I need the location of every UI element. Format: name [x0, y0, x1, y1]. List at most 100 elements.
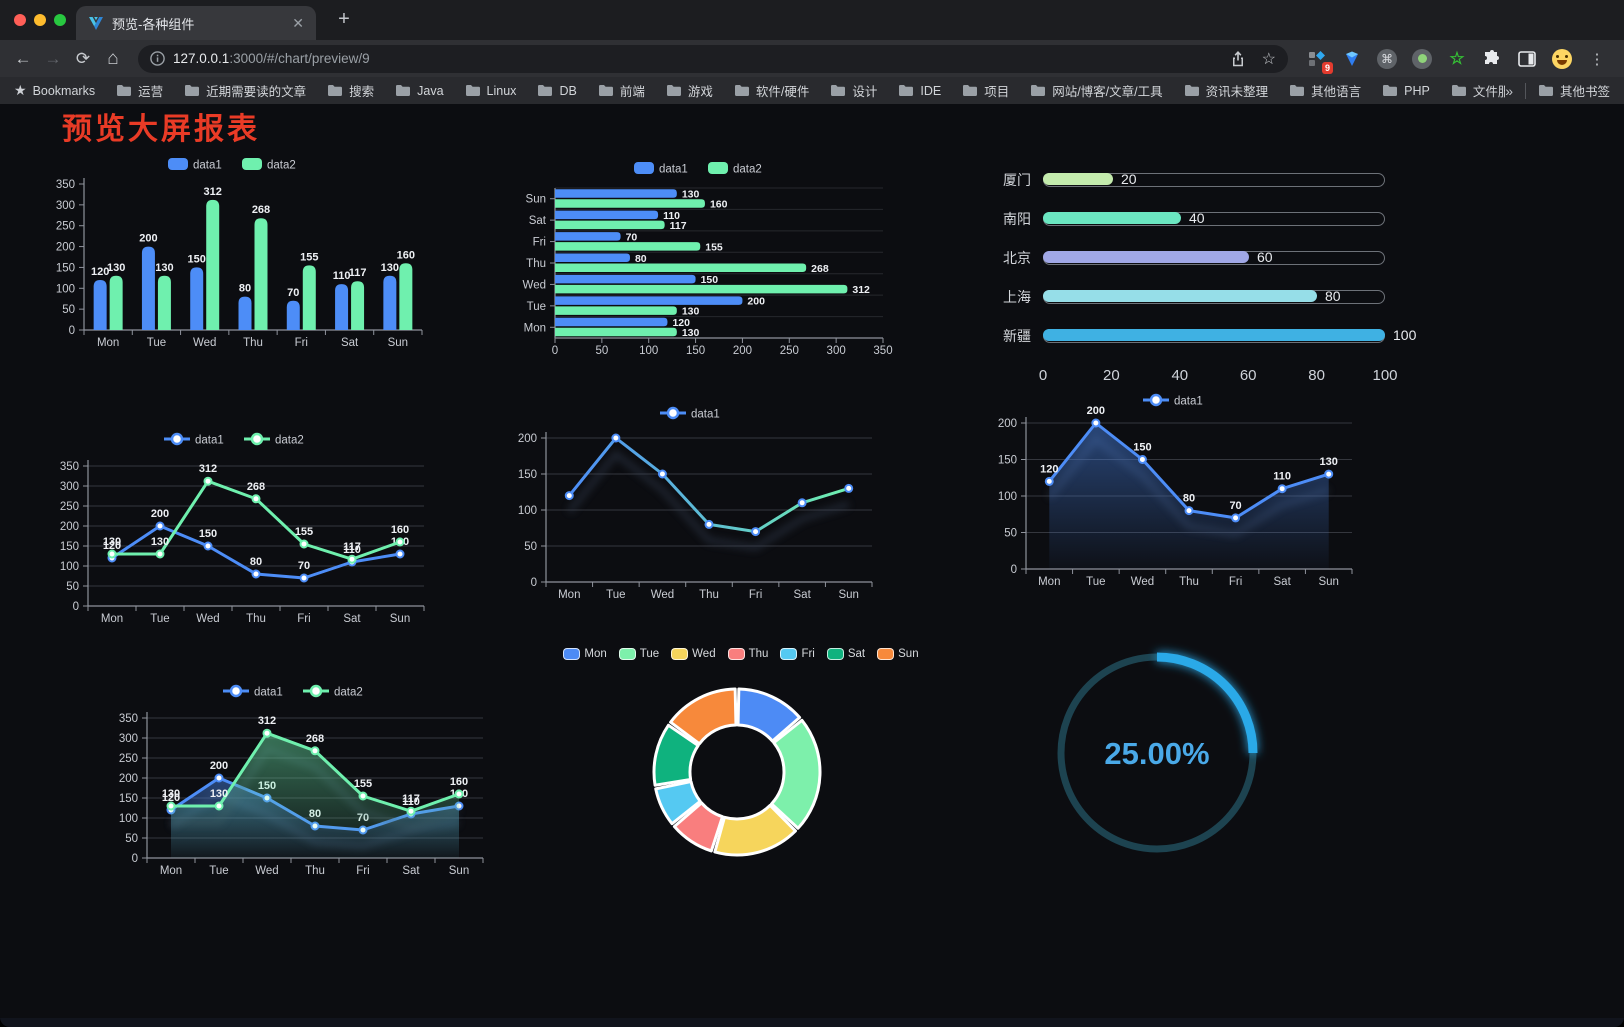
- new-tab-button[interactable]: +: [338, 8, 350, 30]
- pie-segment-Sun: [669, 687, 738, 746]
- legend-label: Wed: [692, 648, 716, 660]
- legend-label: Tue: [639, 648, 660, 660]
- bookmark-folder-label: 资讯未整理: [1205, 85, 1269, 99]
- legend-item-data2[interactable]: data2: [708, 162, 762, 176]
- bookmark-folder[interactable]: 搜索: [327, 81, 374, 100]
- bookmark-folder[interactable]: PHP: [1382, 84, 1430, 98]
- progress-row-厦门: 厦门 20: [985, 171, 1385, 188]
- bookmark-folder[interactable]: 网站/博客/文章/工具: [1030, 81, 1163, 100]
- svg-text:120: 120: [1040, 463, 1058, 475]
- svg-text:Thu: Thu: [526, 258, 546, 270]
- browser-tab[interactable]: 预览-各种组件 ✕: [76, 6, 316, 40]
- extension-star-icon[interactable]: ☆: [1449, 48, 1465, 68]
- folder-icon: [598, 85, 613, 96]
- side-panel-icon[interactable]: [1516, 48, 1538, 70]
- legend-item-data1[interactable]: data1: [634, 162, 688, 176]
- progress-fill: [1043, 329, 1385, 341]
- svg-text:Tue: Tue: [147, 337, 166, 349]
- menu-kebab-icon[interactable]: ⋮: [1589, 50, 1605, 68]
- legend-item-data1[interactable]: data1: [1143, 393, 1203, 408]
- bookmark-folder-label: Java: [417, 83, 444, 98]
- bookmarks-overflow-chevron[interactable]: »: [1505, 82, 1513, 99]
- hbar-data1-Tue: [555, 296, 743, 305]
- forward-button[interactable]: →: [44, 48, 62, 68]
- bookmark-folder[interactable]: 其他语言: [1289, 81, 1361, 100]
- folder-icon: [328, 85, 343, 96]
- line-shadow: [566, 449, 850, 551]
- extensions-puzzle-icon[interactable]: [1481, 48, 1503, 70]
- svg-text:150: 150: [119, 793, 138, 805]
- data-point-data1-Tue: [1091, 418, 1101, 428]
- hbar-data1-Mon: [555, 317, 668, 327]
- minimize-window-button[interactable]: [34, 14, 46, 26]
- legend-item-Wed[interactable]: Wed: [671, 648, 716, 660]
- svg-text:50: 50: [66, 581, 79, 593]
- bookmark-folder[interactable]: 近期需要读的文章: [184, 81, 306, 100]
- extension-emoji-icon[interactable]: [1551, 48, 1573, 70]
- share-icon[interactable]: [1230, 50, 1246, 67]
- legend-item-Sat[interactable]: Sat: [826, 648, 866, 660]
- bookmarks-manager[interactable]: ★ Bookmarks: [14, 82, 95, 99]
- svg-text:data1: data1: [1174, 396, 1203, 408]
- legend-item-data1[interactable]: data1: [660, 406, 720, 421]
- bookmark-folder[interactable]: 软件/硬件: [734, 81, 809, 100]
- progress-value: 60: [1257, 249, 1273, 265]
- legend-item-data1[interactable]: data1: [168, 158, 222, 172]
- legend-item-Tue[interactable]: Tue: [618, 648, 660, 660]
- bookmark-folder[interactable]: DB: [537, 83, 577, 98]
- page-content: 预览大屏报表 data1 data2 0 50 100 150 200 250 300 350 Mo…: [0, 104, 1624, 1027]
- bookmark-folder[interactable]: 游戏: [666, 81, 713, 100]
- bookmark-folder[interactable]: 前端: [598, 81, 645, 100]
- grouped-bar-chart: data1 data2 0 50 100 150 200 250 300 350 Mon Tue Wed…: [38, 150, 430, 368]
- svg-text:130: 130: [162, 788, 180, 800]
- extension-grid-icon[interactable]: 9: [1306, 48, 1333, 74]
- home-button[interactable]: ⌂: [107, 47, 119, 69]
- close-window-button[interactable]: [14, 14, 26, 26]
- extension-recorder-icon[interactable]: [1411, 48, 1433, 70]
- info-icon[interactable]: [150, 51, 165, 66]
- svg-text:70: 70: [298, 560, 310, 572]
- bookmark-folder-label: DB: [559, 83, 577, 98]
- svg-text:130: 130: [103, 536, 121, 548]
- back-button[interactable]: ←: [14, 48, 32, 68]
- bookmark-folder[interactable]: IDE: [898, 84, 941, 98]
- legend-item-Thu[interactable]: Thu: [727, 648, 768, 660]
- bookmark-star-icon[interactable]: ☆: [1261, 50, 1276, 68]
- url-bar[interactable]: 127.0.0.1:3000/#/chart/preview/9 ☆: [138, 44, 1288, 73]
- donut-chart: Mon Tue Wed Thu Fri Sat Sun: [545, 638, 937, 888]
- data-point-data1-Mon: [564, 491, 574, 501]
- pie-segment-Mon: [736, 687, 802, 743]
- bookmark-folder[interactable]: 文件服务器: [1451, 81, 1505, 100]
- extension-command-icon[interactable]: ⌘: [1376, 48, 1398, 70]
- svg-text:250: 250: [119, 753, 138, 765]
- legend-item-data2[interactable]: data2: [303, 684, 363, 699]
- legend-item-data2[interactable]: data2: [244, 432, 304, 447]
- multi-line-chart: data1 data2 0 50 100 150 200 250 300 350 Mon Tue Wed…: [38, 424, 434, 648]
- bookmark-folder[interactable]: Linux: [465, 84, 516, 98]
- tab-close-icon[interactable]: ✕: [292, 14, 304, 31]
- bookmark-folder[interactable]: 运营: [116, 81, 163, 100]
- svg-text:130: 130: [381, 262, 399, 274]
- bookmark-folder[interactable]: 资讯未整理: [1184, 81, 1269, 100]
- legend-item-Fri[interactable]: Fri: [780, 648, 815, 660]
- zoom-window-button[interactable]: [54, 14, 66, 26]
- legend-item-data2[interactable]: data2: [242, 158, 296, 172]
- extension-gem-icon[interactable]: [1341, 48, 1363, 70]
- legend-item-data1[interactable]: data1: [223, 684, 283, 699]
- svg-text:50: 50: [524, 541, 537, 553]
- bookmark-folder[interactable]: 设计: [830, 81, 877, 100]
- area-fill-data1: [1049, 423, 1329, 569]
- legend-item-Sun[interactable]: Sun: [877, 648, 919, 660]
- legend-item-Mon[interactable]: Mon: [563, 648, 607, 660]
- reload-button[interactable]: ⟳: [75, 48, 91, 68]
- svg-text:200: 200: [139, 233, 157, 245]
- bookmark-folder[interactable]: 项目: [962, 81, 1009, 100]
- svg-text:Thu: Thu: [243, 337, 263, 349]
- svg-text:0: 0: [531, 577, 537, 589]
- legend-label: Sat: [847, 648, 866, 660]
- legend-item-data1[interactable]: data1: [164, 432, 224, 447]
- svg-text:Fri: Fri: [1229, 576, 1242, 588]
- bookmark-folder[interactable]: Java: [395, 83, 444, 98]
- other-bookmarks[interactable]: 其他书签: [1538, 81, 1610, 100]
- bookmark-folder-label: 软件/硬件: [755, 85, 810, 99]
